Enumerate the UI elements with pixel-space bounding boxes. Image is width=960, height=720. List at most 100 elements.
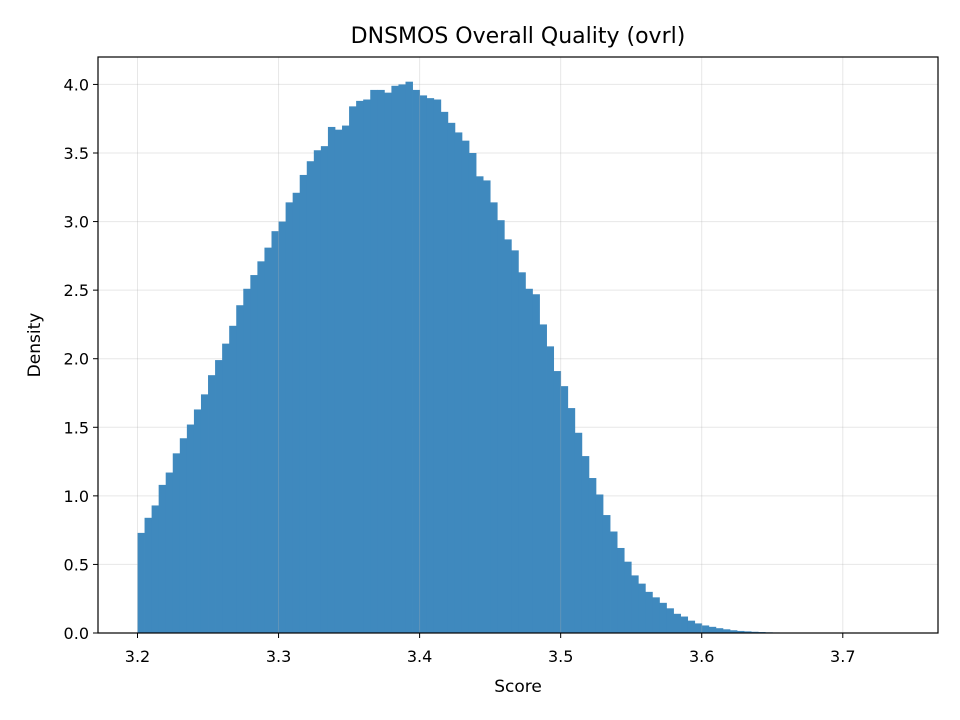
histogram-bar: [426, 98, 435, 633]
histogram-bar: [144, 517, 153, 633]
histogram-bar: [405, 81, 413, 633]
histogram-bar: [595, 494, 604, 633]
histogram-bar: [454, 132, 463, 633]
histogram-bar: [278, 221, 287, 634]
histogram-bar: [243, 288, 251, 633]
y-axis-ticks: 0.0 0.5 1.0 1.5 2.0 2.5 3.0 3.5 4.0: [64, 75, 98, 643]
x-tick-label: 3.6: [689, 647, 714, 666]
y-tick-label: 0.0: [64, 624, 89, 643]
histogram-bar: [553, 371, 562, 633]
plot-frame: [97, 56, 939, 634]
histogram-bar: [377, 89, 385, 633]
histogram-bar: [546, 346, 555, 633]
histogram-bar: [602, 515, 611, 633]
histogram-bar: [532, 294, 540, 633]
histogram-bar: [257, 261, 265, 633]
histogram-bar: [342, 125, 350, 634]
histogram-bar: [581, 456, 590, 633]
histogram-bar: [151, 505, 160, 633]
histogram-bar: [708, 626, 717, 633]
histogram-bar: [349, 106, 357, 633]
y-tick-label: 3.0: [64, 213, 89, 232]
histogram-bar: [172, 453, 181, 633]
histogram-bar: [391, 85, 399, 634]
histogram-bar: [744, 631, 752, 633]
histogram-bar: [299, 174, 308, 633]
histogram-bar: [729, 630, 738, 633]
histogram-bar: [384, 92, 392, 633]
histogram-bar: [229, 325, 237, 633]
histogram-bar: [518, 272, 526, 633]
x-axis-ticks: 3.2 3.3 3.4 3.5 3.6 3.7: [125, 633, 856, 666]
histogram-bar: [236, 305, 244, 633]
histogram-bar: [200, 394, 209, 633]
y-tick-label: 0.5: [64, 555, 89, 574]
vertical-grid-lines: [136, 57, 844, 633]
histogram-bar: [666, 608, 674, 633]
histogram-bar: [179, 438, 188, 633]
histogram-bar: [687, 620, 696, 633]
histogram-bar: [715, 628, 724, 633]
histogram-bar: [222, 343, 230, 633]
histogram-bar: [165, 472, 174, 633]
histogram-bar: [264, 247, 272, 633]
histogram-bar: [419, 95, 428, 633]
y-tick-label: 3.5: [64, 144, 89, 163]
histogram-bar: [680, 616, 689, 633]
y-tick-label: 2.5: [64, 281, 89, 300]
histogram-bar: [483, 180, 491, 633]
histogram-bar: [334, 129, 343, 633]
histogram-bar: [617, 547, 625, 633]
histogram-bar: [525, 288, 533, 633]
histogram-bar: [313, 150, 322, 633]
histogram-bar: [652, 597, 660, 633]
histogram-bar: [370, 89, 378, 633]
y-tick-label: 2.0: [64, 350, 89, 369]
histogram-bar: [560, 386, 569, 633]
x-tick-label: 3.7: [830, 647, 855, 666]
chart-title: DNSMOS Overall Quality (ovrl): [351, 24, 686, 49]
histogram-bar: [631, 575, 639, 633]
y-tick-label: 4.0: [64, 75, 89, 94]
histogram-bar: [215, 360, 223, 633]
histogram-bar: [638, 583, 646, 633]
histogram-bar: [320, 146, 329, 633]
histogram-bar: [433, 99, 442, 633]
histogram-bar: [673, 613, 681, 633]
histogram-bar: [468, 153, 477, 633]
histogram-bar: [137, 532, 145, 633]
histogram-bar: [250, 275, 258, 633]
histogram-bar: [497, 220, 505, 633]
histogram-bar: [751, 631, 759, 633]
histogram-bar: [511, 250, 519, 633]
histogram-bar: [292, 192, 301, 633]
histogram-bar: [624, 561, 632, 633]
histogram-bar: [567, 408, 576, 633]
histogram-bar: [285, 202, 294, 633]
x-tick-label: 3.5: [548, 647, 573, 666]
histogram-bar: [356, 100, 364, 633]
histogram-bar: [694, 623, 703, 633]
y-tick-label: 1.5: [64, 418, 89, 437]
histogram-bar: [306, 161, 315, 633]
histogram-bar: [490, 202, 498, 633]
histogram-bar: [271, 231, 279, 633]
histogram-bar: [645, 591, 653, 633]
histogram-bar: [476, 176, 484, 634]
histogram-bar: [363, 99, 371, 633]
histogram-bar: [412, 89, 421, 633]
histogram-bar: [736, 630, 745, 633]
histogram-bar: [327, 126, 336, 633]
histogram-bar: [588, 478, 597, 633]
histogram-bar: [447, 122, 456, 633]
histogram-bar: [398, 84, 406, 633]
histogram-bar: [539, 324, 547, 633]
histogram-bar: [158, 484, 167, 633]
histogram-bar: [610, 531, 618, 633]
y-axis-label: Density: [25, 313, 45, 378]
histogram-bar: [461, 140, 470, 633]
histogram-bar: [574, 432, 583, 633]
x-tick-label: 3.4: [407, 647, 432, 666]
histogram-bar: [208, 375, 216, 633]
histogram-bar: [193, 409, 202, 633]
